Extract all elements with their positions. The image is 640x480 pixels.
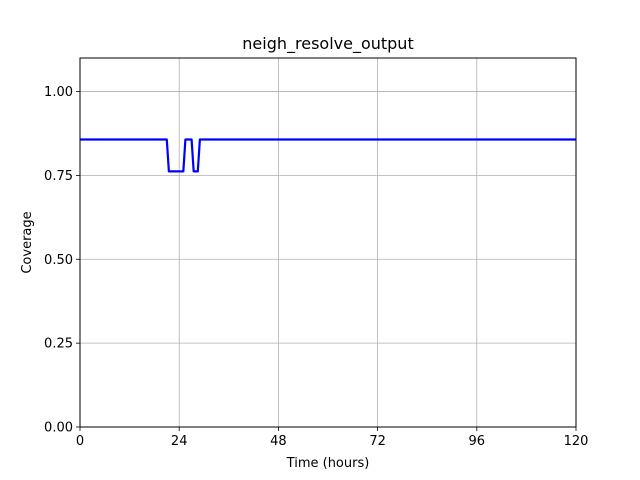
plot-area-frame xyxy=(79,57,577,428)
y-tick-label: 0.00 xyxy=(44,421,73,436)
y-tick-label: 1.00 xyxy=(44,85,73,100)
x-tick-label: 96 xyxy=(469,434,486,449)
chart-title: neigh_resolve_output xyxy=(242,34,413,54)
x-tick-label: 120 xyxy=(564,434,589,449)
y-axis-label: Coverage xyxy=(20,211,35,273)
x-tick-label: 48 xyxy=(270,434,287,449)
series-line xyxy=(80,138,576,173)
x-tick-label: 72 xyxy=(369,434,386,449)
x-tick-label: 0 xyxy=(76,434,84,449)
x-tick-label: 24 xyxy=(171,434,188,449)
y-axis-ticks: 0.00 0.25 0.50 0.75 1.00 xyxy=(44,85,80,436)
x-axis-ticks: 0 24 48 72 96 120 xyxy=(76,427,589,449)
y-tick-label: 0.75 xyxy=(44,169,73,184)
y-tick-label: 0.25 xyxy=(44,337,73,352)
series-layer xyxy=(80,138,576,173)
x-axis-label: Time (hours) xyxy=(286,456,370,471)
y-tick-label: 0.50 xyxy=(44,253,73,268)
